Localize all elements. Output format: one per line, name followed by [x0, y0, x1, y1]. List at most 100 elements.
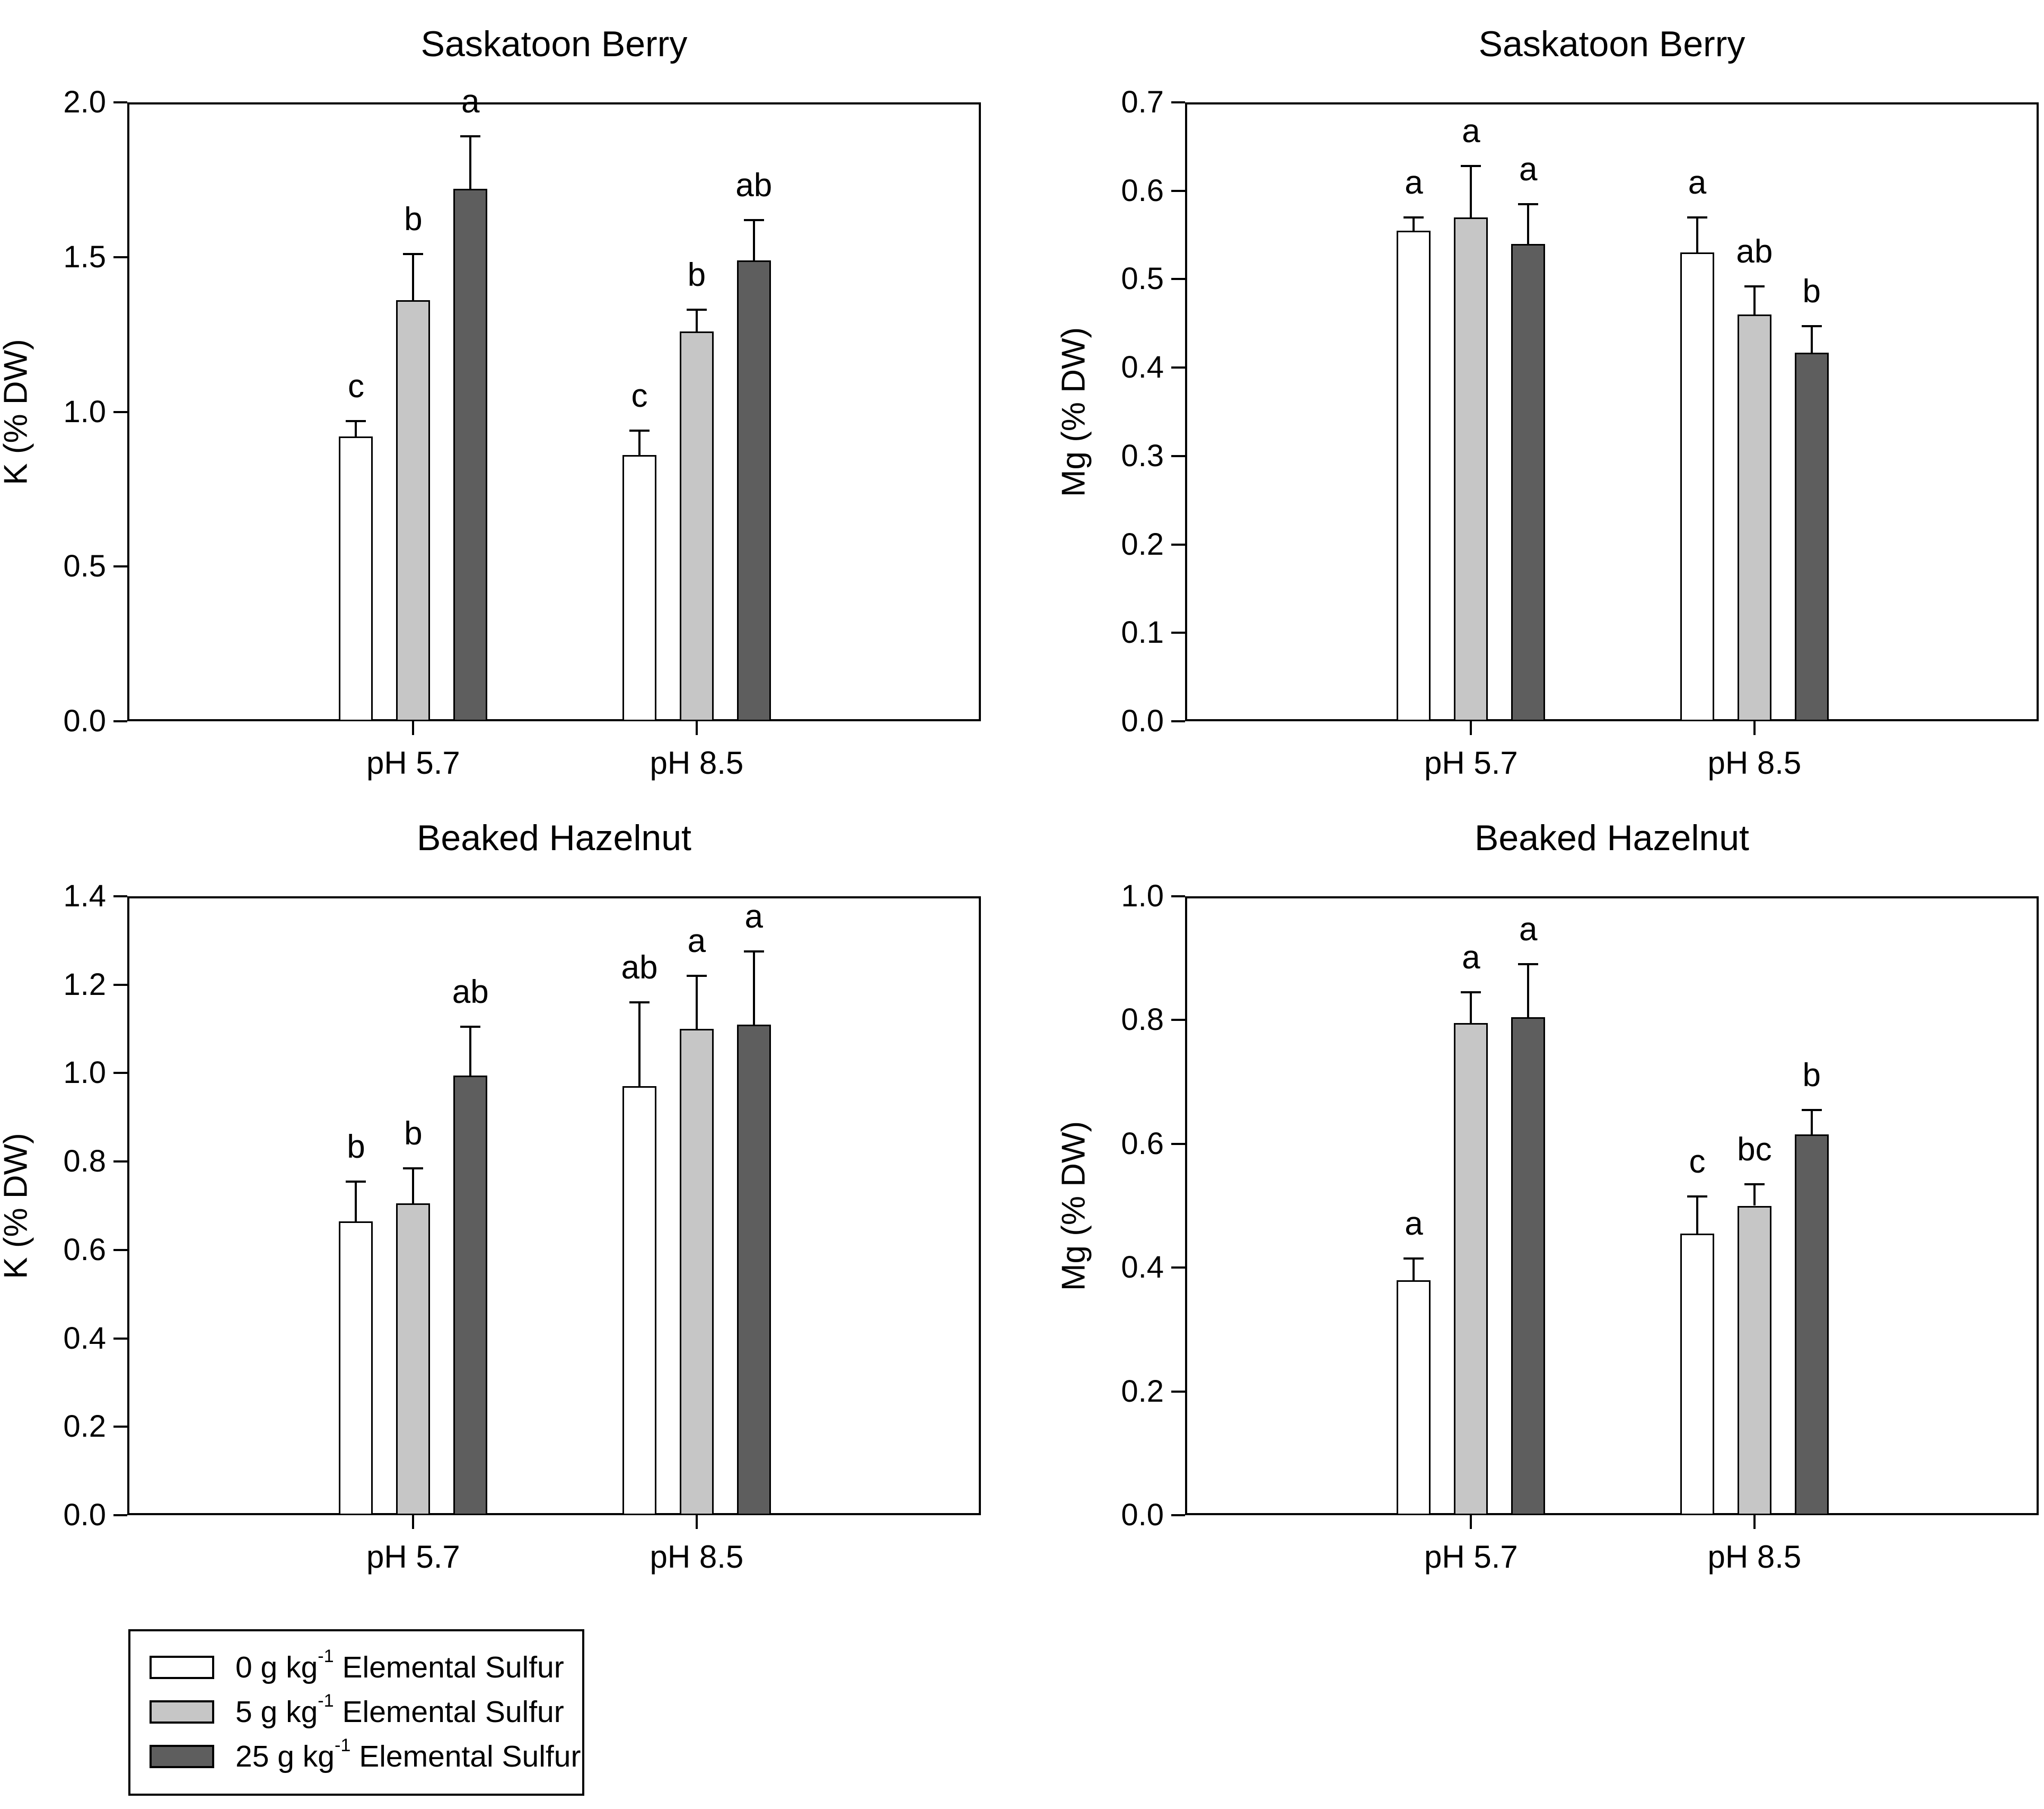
panel-c-error-cap: [686, 975, 707, 977]
panel-b-error-bar: [1696, 217, 1698, 253]
panel-a-bar: [679, 331, 714, 721]
panel-d-y-tick-label: 0.0: [1121, 1498, 1164, 1532]
legend-label-0s-rest: Elemental Sulfur: [334, 1650, 564, 1684]
panel-c-bar: [622, 1086, 656, 1515]
panel-c-sig-letter: ab: [452, 973, 489, 1010]
panel-a-sig-letter: b: [404, 200, 423, 238]
panel-b-x-tick: [1753, 721, 1756, 735]
panel-b-bar: [1737, 314, 1771, 721]
panel-b-bar: [1397, 230, 1431, 721]
panel-d-error-bar: [1470, 992, 1472, 1024]
panel-d-y-tick: [1171, 1019, 1185, 1021]
panel-b-error-cap: [1801, 325, 1822, 327]
panel-d-sig-letter: a: [1462, 939, 1480, 976]
panel-d-error-bar: [1810, 1109, 1813, 1135]
panel-b-error-bar: [1413, 217, 1415, 231]
panel-a-error-cap: [686, 308, 707, 311]
panel-b-y-tick-label: 0.2: [1121, 527, 1164, 562]
panel-a-sig-letter: a: [461, 83, 480, 120]
panel-b-y-tick: [1171, 720, 1185, 722]
panel-d-error-bar: [1413, 1258, 1415, 1280]
panel-b-y-tick: [1171, 366, 1185, 369]
panel-b-y-tick: [1171, 632, 1185, 634]
panel-a-error-bar: [355, 421, 357, 437]
panel-a-error-bar: [412, 254, 415, 301]
panel-c-y-tick-label: 0.8: [63, 1144, 106, 1179]
panel-a-y-tick: [113, 565, 127, 568]
panel-d-bar: [1511, 1017, 1546, 1515]
panel-a-error-cap: [460, 135, 481, 138]
panel-c-y-tick-label: 0.0: [63, 1498, 106, 1532]
panel-a-y-tick: [113, 410, 127, 413]
panel-b-y-tick-label: 0.1: [1121, 615, 1164, 650]
panel-c-sig-letter: a: [744, 898, 763, 936]
legend-label-25s-rest: Elemental Sulfur: [350, 1740, 581, 1773]
panel-b-x-tick-label: pH 8.5: [1707, 745, 1802, 781]
panel-d-y-tick: [1171, 1390, 1185, 1393]
panel-c-y-tick: [113, 1160, 127, 1163]
panel-a-bar: [622, 455, 656, 721]
panel-b-error-cap: [1744, 285, 1765, 287]
panel-d-error-bar: [1753, 1184, 1756, 1206]
legend: 0 g kg-1 Elemental Sulfur 5 g kg-1 Eleme…: [128, 1629, 584, 1796]
legend-swatch-0s: [150, 1656, 214, 1679]
panel-a-bar: [396, 300, 431, 721]
panel-b-error-cap: [1687, 216, 1707, 219]
panel-c-error-bar: [469, 1026, 472, 1076]
panel-d-x-tick-label: pH 8.5: [1707, 1539, 1802, 1575]
panel-c-sig-letter: b: [347, 1128, 365, 1165]
panel-c-x-tick: [412, 1515, 415, 1529]
panel-d-error-bar: [1696, 1196, 1698, 1234]
panel-a-x-tick: [695, 721, 698, 735]
panel-c-error-cap: [743, 950, 764, 953]
panel-a-x-tick-label: pH 5.7: [366, 745, 460, 781]
panel-a-y-tick: [113, 256, 127, 258]
panel-b-sig-letter: a: [1462, 113, 1480, 150]
panel-c-sig-letter: a: [687, 923, 706, 960]
panel-b-error-bar: [1753, 286, 1756, 315]
panel-a-error-cap: [403, 252, 424, 255]
panel-b-y-tick-label: 0.0: [1121, 704, 1164, 738]
panel-a-x-tick: [412, 721, 415, 735]
panel-c-title: Beaked Hazelnut: [417, 818, 691, 858]
panel-d-bar: [1397, 1280, 1431, 1515]
legend-label-0s-sup: -1: [318, 1646, 334, 1667]
panel-d-sig-letter: bc: [1737, 1131, 1772, 1168]
legend-label-0s: 0 g kg-1 Elemental Sulfur: [235, 1647, 564, 1684]
panel-b-error-bar: [1470, 166, 1472, 217]
panel-c-error-cap: [346, 1180, 366, 1183]
panel-c-y-tick: [113, 1426, 127, 1428]
panel-b-error-bar: [1527, 204, 1530, 244]
panel-c-error-bar: [355, 1181, 357, 1221]
panel-a-bar: [339, 436, 373, 721]
panel-d-error-cap: [1403, 1257, 1424, 1260]
panel-b-sig-letter: a: [1405, 164, 1423, 201]
legend-swatch-5s: [150, 1700, 214, 1724]
panel-c-y-tick-label: 1.2: [63, 967, 106, 1002]
panel-b-y-tick-label: 0.6: [1121, 173, 1164, 208]
legend-label-25s-sup: -1: [334, 1735, 351, 1756]
panel-b-bar: [1794, 352, 1829, 721]
panel-a-sig-letter: ab: [735, 167, 773, 204]
panel-b-sig-letter: a: [1688, 164, 1707, 201]
panel-c-y-tick: [113, 1248, 127, 1251]
panel-d-error-cap: [1461, 991, 1481, 993]
panel-c-error-bar: [638, 1002, 641, 1087]
panel-d-bar: [1794, 1134, 1829, 1515]
panel-b-y-tick-label: 0.5: [1121, 261, 1164, 296]
panel-b-y-tick: [1171, 189, 1185, 192]
panel-d-bar: [1454, 1023, 1488, 1515]
panel-a-error-bar: [695, 309, 698, 331]
panel-b-bar: [1454, 217, 1488, 721]
panel-b-y-tick-label: 0.3: [1121, 438, 1164, 473]
panel-c-y-tick-label: 1.4: [63, 879, 106, 913]
panel-b-error-cap: [1518, 203, 1539, 205]
panel-b-y-tick-label: 0.4: [1121, 350, 1164, 385]
panel-b-title: Saskatoon Berry: [1478, 24, 1745, 64]
panel-c-error-cap: [460, 1025, 481, 1028]
panel-b-sig-letter: a: [1519, 151, 1538, 188]
panel-a-error-cap: [346, 420, 366, 422]
panel-a-x-tick-label: pH 8.5: [650, 745, 744, 781]
panel-b-y-tick: [1171, 278, 1185, 281]
